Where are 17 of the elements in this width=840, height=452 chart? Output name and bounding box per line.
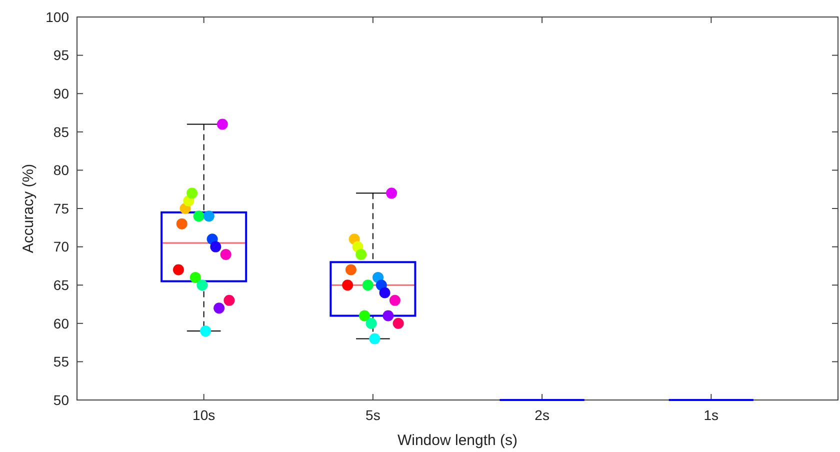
y-tick-label: 90 [53, 86, 70, 102]
y-tick-label: 100 [46, 8, 70, 25]
y-tick-label: 80 [53, 162, 70, 178]
x-axis-title: Window length (s) [397, 432, 518, 449]
x-tick-label: 5s [366, 407, 380, 423]
y-tick-label: 55 [53, 354, 70, 370]
y-tick-label: 65 [53, 277, 70, 293]
y-tick-label: 85 [53, 124, 70, 140]
y-tick-label: 50 [53, 392, 70, 408]
x-tick-label: 10s [192, 407, 216, 423]
y-tick-label: 95 [53, 47, 70, 64]
y-axis-title: Accuracy (%) [20, 164, 37, 254]
y-tick-label: 70 [53, 238, 70, 255]
y-tick-label: 75 [53, 200, 70, 216]
y-tick-label: 60 [53, 315, 70, 332]
x-tick-label: 2s [534, 407, 550, 423]
x-tick-label: 1s [704, 407, 719, 423]
